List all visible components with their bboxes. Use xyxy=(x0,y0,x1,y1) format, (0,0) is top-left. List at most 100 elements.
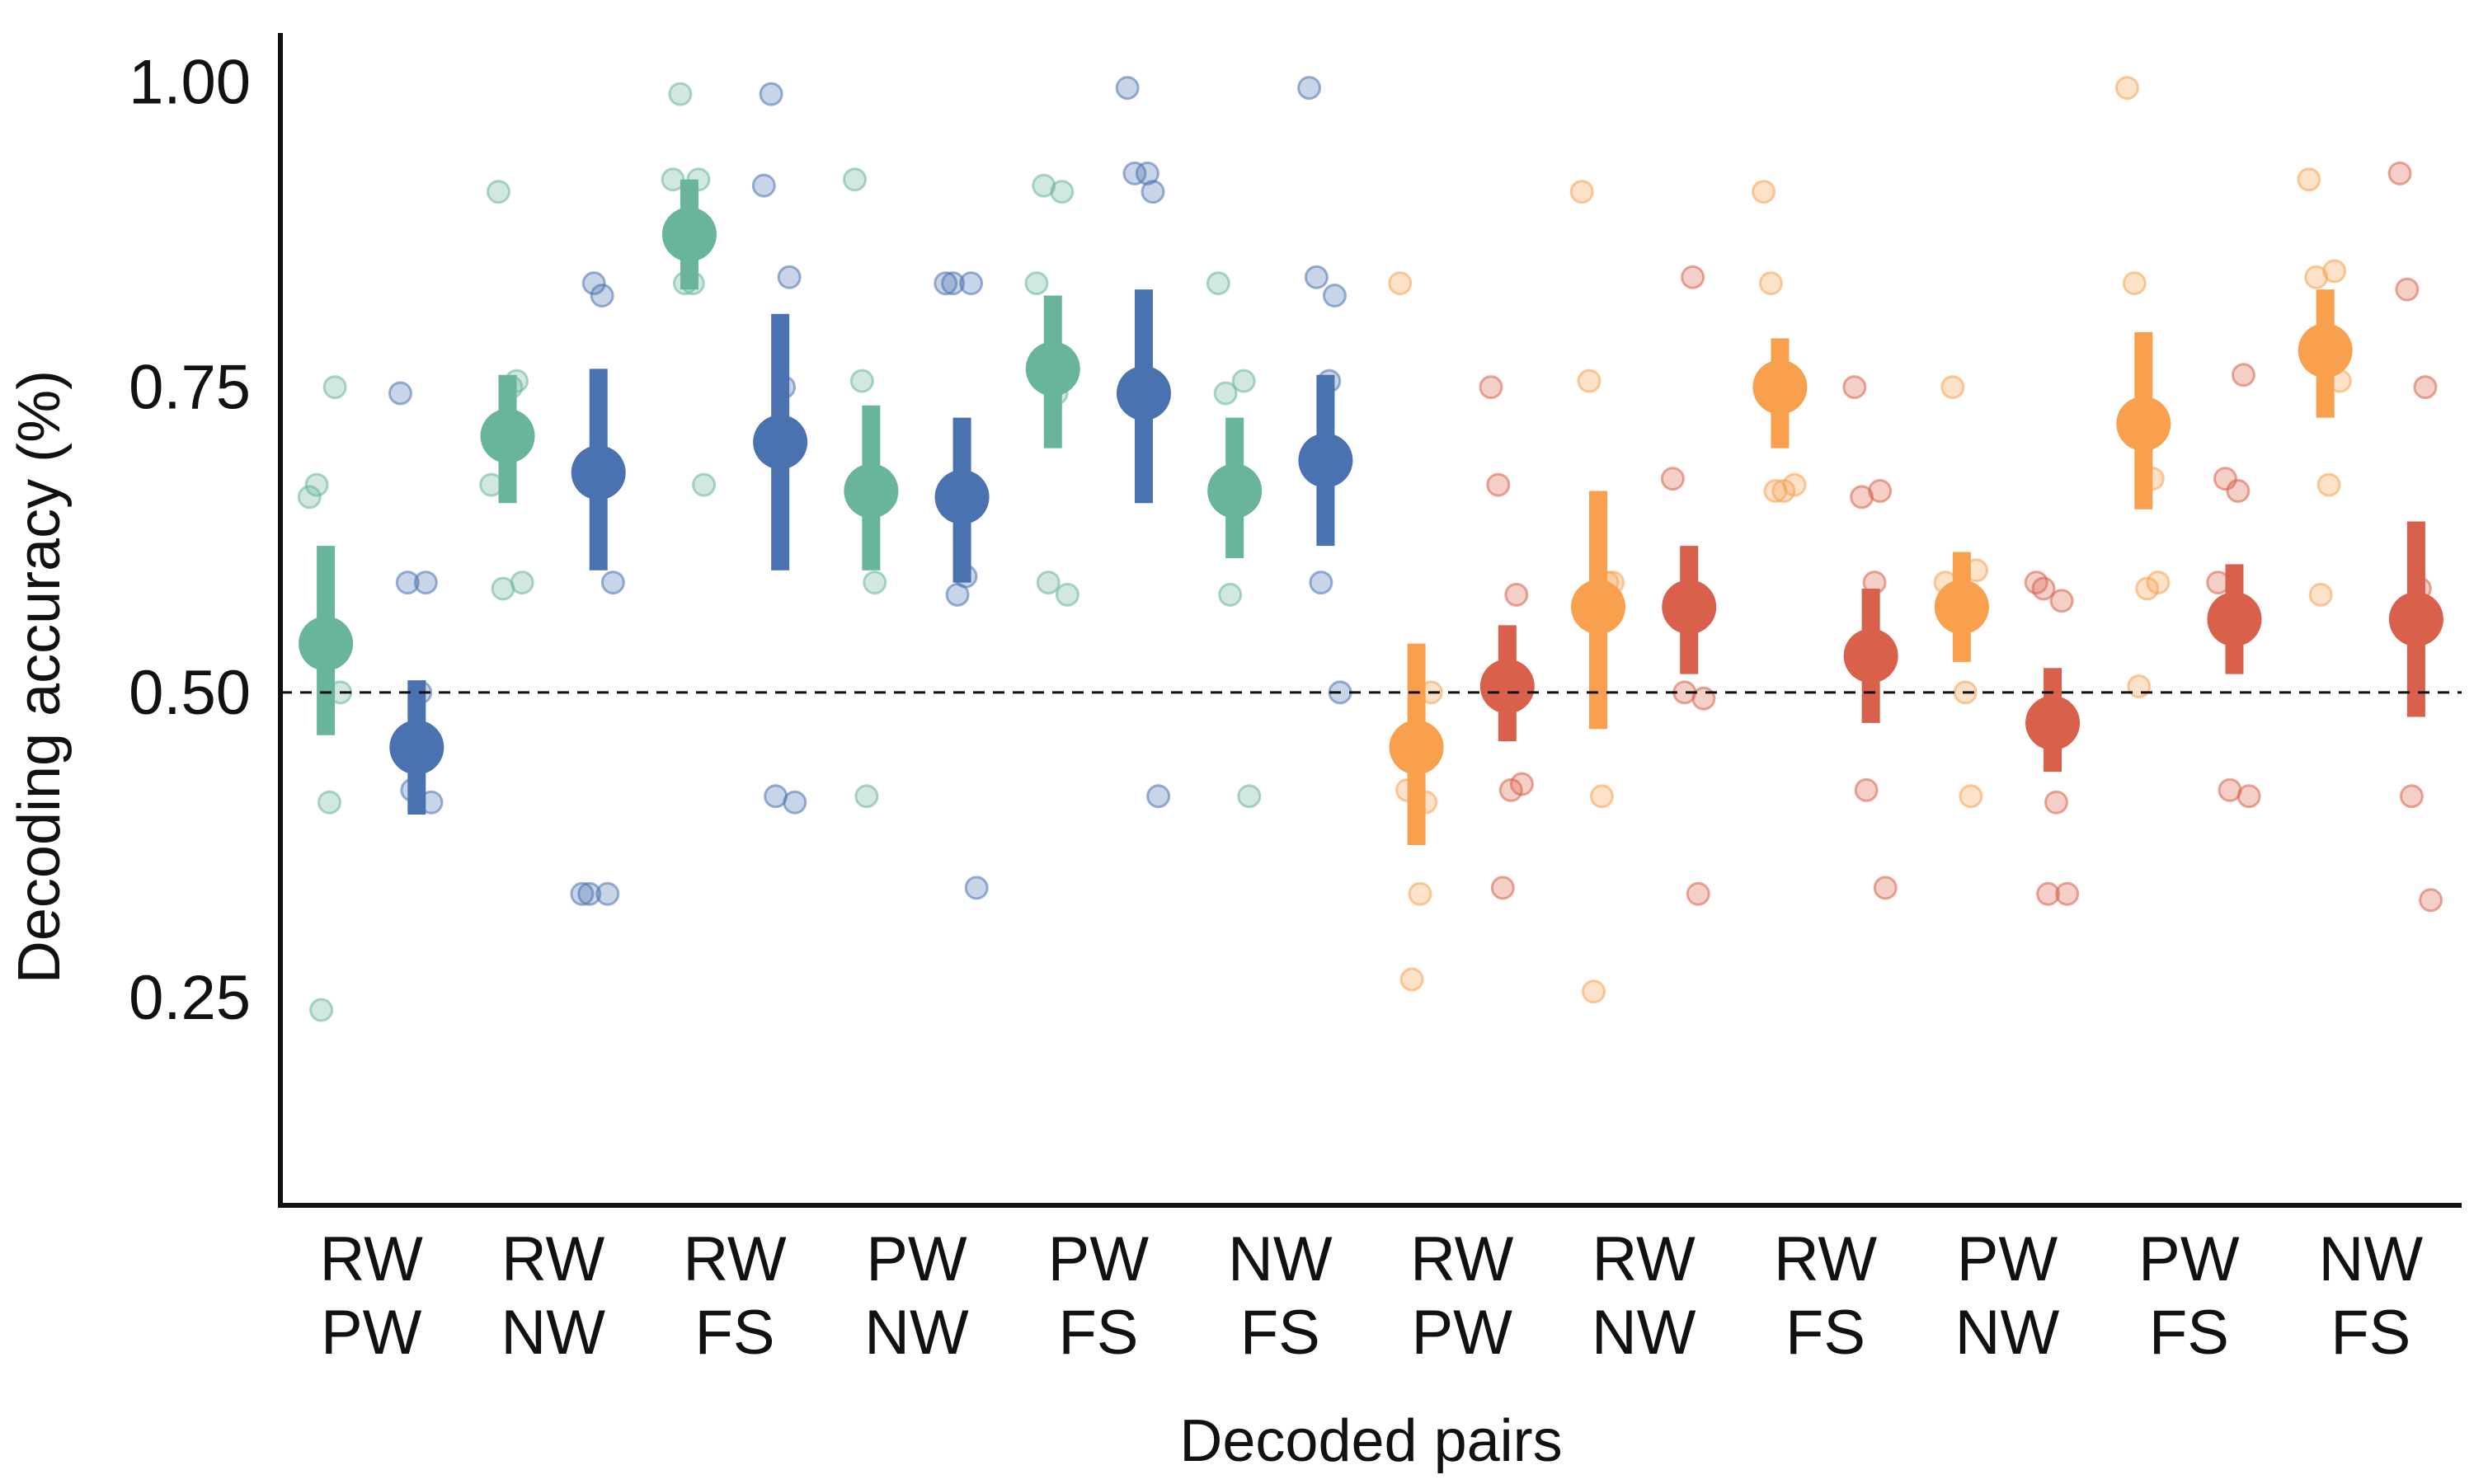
subject-point xyxy=(1940,375,1965,400)
subject-point xyxy=(581,271,606,296)
subject-point xyxy=(1681,265,1705,289)
subject-point xyxy=(1399,967,1424,992)
subject-point xyxy=(1589,784,1614,809)
subject-point xyxy=(2419,888,2443,913)
subject-point xyxy=(1873,876,1898,900)
subject-point xyxy=(1024,271,1049,296)
subject-point xyxy=(1322,283,1347,308)
x-tick-label: RW xyxy=(683,1224,787,1294)
subject-point xyxy=(1309,571,1333,595)
x-tick-label: RW xyxy=(1774,1224,1878,1294)
subject-point xyxy=(1582,979,1606,1004)
subject-point xyxy=(1206,271,1230,296)
mean-point xyxy=(2388,592,2443,646)
mean-point xyxy=(1389,720,1444,775)
subject-point xyxy=(1686,881,1710,906)
subject-point xyxy=(692,472,717,497)
subject-point xyxy=(2308,582,2333,607)
subject-point xyxy=(1490,876,1515,900)
x-tick-label: NW xyxy=(864,1298,969,1368)
subject-point xyxy=(413,571,438,595)
subject-point xyxy=(1304,265,1329,289)
subject-point xyxy=(1479,375,1503,400)
subject-point xyxy=(668,82,693,106)
subject-point xyxy=(1050,180,1075,204)
x-tick-label: NW xyxy=(501,1298,605,1368)
subject-point xyxy=(759,82,783,106)
x-tick-label: PW xyxy=(1957,1224,2058,1294)
series-2 xyxy=(1388,76,2353,1004)
subject-point xyxy=(2146,571,2171,595)
mean-point xyxy=(2025,695,2081,750)
subject-point xyxy=(1036,571,1061,595)
mean-point xyxy=(1025,341,1080,397)
subject-point xyxy=(854,784,879,809)
subject-point xyxy=(1782,472,1807,497)
subject-point xyxy=(510,571,534,595)
subject-point xyxy=(2395,277,2420,302)
mean-point xyxy=(844,463,899,519)
subject-point xyxy=(1752,180,1776,204)
subject-point xyxy=(590,283,614,308)
subject-point xyxy=(1868,478,1893,503)
mean-point xyxy=(2207,592,2262,646)
subject-point xyxy=(1842,375,1867,400)
subject-point xyxy=(1297,76,1322,101)
subject-point xyxy=(1408,881,1432,906)
subject-point xyxy=(2316,472,2341,497)
mean-point xyxy=(1207,463,1263,519)
x-tick-label: PW xyxy=(866,1224,967,1294)
subject-point xyxy=(2236,784,2261,809)
subject-point xyxy=(1237,784,1262,809)
subject-point xyxy=(934,271,958,296)
mean-point xyxy=(1752,359,1808,415)
subject-point xyxy=(941,271,966,296)
subject-point xyxy=(1218,582,1243,607)
subject-point xyxy=(1758,271,1783,296)
series-1 xyxy=(388,76,1353,906)
subject-point xyxy=(1486,472,1511,497)
x-tick-label: NW xyxy=(2318,1224,2423,1294)
mean-point xyxy=(571,445,626,500)
subject-point xyxy=(317,790,342,815)
subject-point xyxy=(964,876,989,900)
mean-point xyxy=(2298,323,2353,378)
mean-point xyxy=(1843,628,1898,683)
subject-point xyxy=(2044,790,2068,815)
x-tick-label: NW xyxy=(1592,1298,1696,1368)
subject-point xyxy=(783,790,807,815)
subject-point xyxy=(2127,674,2152,698)
subject-point xyxy=(388,381,412,406)
series-0 xyxy=(297,82,1263,1022)
x-tick-label: FS xyxy=(1785,1298,1865,1368)
subject-point xyxy=(2036,881,2061,906)
subject-point xyxy=(1213,381,1238,406)
chart-marks xyxy=(297,76,2443,1022)
mean-point xyxy=(1662,580,1717,635)
subject-point xyxy=(843,167,868,192)
subject-point xyxy=(1141,180,1165,204)
subject-point xyxy=(751,173,776,198)
mean-point xyxy=(1571,580,1626,635)
y-tick-labels: 0.25 0.50 0.75 1.00 xyxy=(129,47,251,1033)
x-tick-label: FS xyxy=(1240,1298,1320,1368)
mean-point xyxy=(753,415,808,470)
mean-point xyxy=(480,408,535,463)
x-tick-label: NW xyxy=(1228,1224,1333,1294)
subject-point xyxy=(2322,259,2347,284)
subject-point xyxy=(2387,161,2412,186)
x-axis-title: Decoded pairs xyxy=(1179,1408,1562,1474)
subject-point xyxy=(2297,167,2321,192)
mean-point xyxy=(1298,433,1353,488)
subject-point xyxy=(2232,363,2255,387)
mean-point xyxy=(1934,580,1989,635)
y-tick-label: 0.50 xyxy=(129,658,251,728)
series-3 xyxy=(1479,161,2443,913)
subject-point xyxy=(570,881,595,906)
subject-point xyxy=(1854,777,1879,802)
y-tick-label: 0.25 xyxy=(129,963,251,1033)
x-tick-label: NW xyxy=(1955,1298,2060,1368)
mean-point xyxy=(2116,397,2171,451)
subject-point xyxy=(2114,76,2139,101)
